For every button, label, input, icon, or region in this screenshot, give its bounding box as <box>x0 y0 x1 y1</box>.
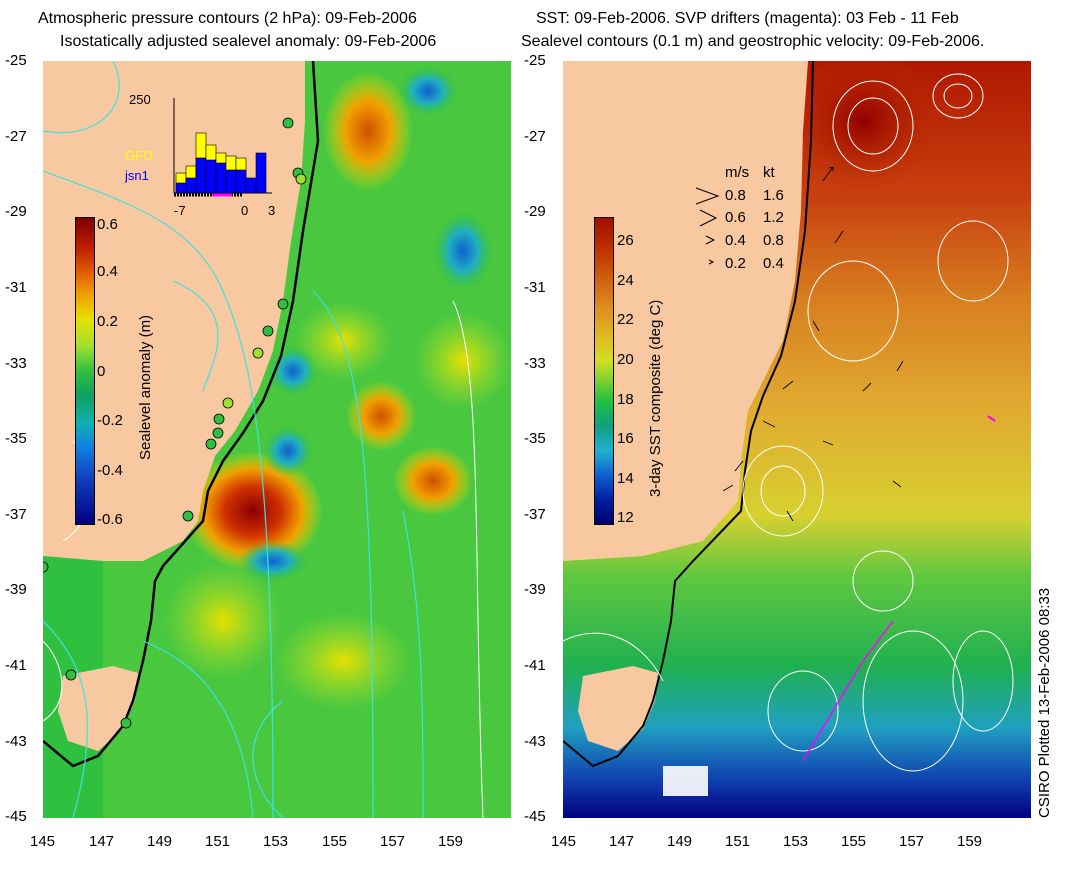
right-colorbar-label: 3-day SST composite (deg C) <box>647 299 664 497</box>
right-cb-tick: 20 <box>617 351 634 368</box>
lat-tick: -39 <box>524 581 546 598</box>
left-cb-tick: 0.2 <box>97 313 118 330</box>
lon-tick: 145 <box>30 833 56 850</box>
lat-tick: -29 <box>524 203 546 220</box>
left-cb-tick: 0.6 <box>97 216 118 233</box>
inset-xtick-3: 3 <box>268 203 276 218</box>
lon-tick: 145 <box>551 833 577 850</box>
right-cb-tick: 12 <box>617 509 634 526</box>
lat-tick: -41 <box>5 657 27 674</box>
lon-tick: 153 <box>263 833 289 850</box>
lon-tick: 155 <box>841 833 867 850</box>
lon-tick: 155 <box>322 833 348 850</box>
lon-tick: 157 <box>899 833 925 850</box>
lat-tick: -41 <box>524 657 546 674</box>
lat-tick: -45 <box>524 808 546 825</box>
lat-tick: -43 <box>5 733 27 750</box>
right-colorbar <box>594 217 614 525</box>
lon-tick: 159 <box>438 833 464 850</box>
lon-tick: 151 <box>205 833 231 850</box>
lon-tick: 159 <box>957 833 983 850</box>
lat-tick: -37 <box>524 506 546 523</box>
velocity-key-kt: 1.6 <box>763 187 784 204</box>
left-cb-tick: 0 <box>97 363 106 380</box>
right-title-line1: SST: 09-Feb-2006. SVP drifters (magenta)… <box>536 10 959 27</box>
inset-xtick-0: 0 <box>241 203 249 218</box>
lat-tick: -31 <box>5 279 27 296</box>
sst-map <box>563 61 1031 818</box>
velocity-key-arrows <box>695 187 720 265</box>
lat-tick: -29 <box>5 203 27 220</box>
left-colorbar-label: Sealevel anomaly (m) <box>137 314 154 460</box>
velocity-key: m/s kt 0.8 1.6 0.6 1.2 0.4 0.8 0.2 0.4 <box>690 160 800 275</box>
sealevel-anomaly-map <box>43 61 511 818</box>
left-colorbar <box>75 217 95 525</box>
lon-tick: 149 <box>147 833 173 850</box>
velocity-key-ms: 0.2 <box>725 255 746 272</box>
velocity-key-kt: 1.2 <box>763 209 784 226</box>
velocity-key-header-ms: m/s <box>725 164 750 181</box>
lon-tick: 147 <box>609 833 635 850</box>
inset-bars <box>173 98 272 197</box>
left-cb-tick: -0.4 <box>97 462 123 479</box>
right-cb-tick: 18 <box>617 391 634 408</box>
lat-tick: -37 <box>5 506 27 523</box>
inset-legend-gfo: GFO <box>125 148 154 163</box>
lat-tick: -45 <box>5 808 27 825</box>
left-cb-tick: -0.2 <box>97 412 123 429</box>
lat-tick: -35 <box>524 430 546 447</box>
right-cb-tick: 24 <box>617 272 634 289</box>
right-cb-tick: 22 <box>617 311 634 328</box>
right-cb-tick: 16 <box>617 430 634 447</box>
lon-tick: 149 <box>667 833 693 850</box>
plot-credit: CSIRO Plotted 13-Feb-2006 08:33 <box>1036 587 1053 818</box>
lat-tick: -33 <box>5 355 27 372</box>
right-cb-tick: 14 <box>617 470 634 487</box>
velocity-key-ms: 0.6 <box>725 209 746 226</box>
velocity-key-kt: 0.4 <box>763 255 784 272</box>
velocity-key-ms: 0.4 <box>725 232 746 249</box>
left-cb-tick: -0.6 <box>97 511 123 528</box>
lat-tick: -33 <box>524 355 546 372</box>
lat-tick: -39 <box>5 581 27 598</box>
lon-tick: 151 <box>725 833 751 850</box>
inset-xtick-minus7: -7 <box>174 203 186 218</box>
velocity-key-kt: 0.8 <box>763 232 784 249</box>
altimeter-histogram-inset: 250 GFO jsn1 -7 0 3 <box>120 90 280 220</box>
velocity-key-header-kt: kt <box>763 164 775 181</box>
lon-tick: 157 <box>380 833 406 850</box>
lat-tick: -25 <box>524 52 546 69</box>
left-title-line2: Isostatically adjusted sealevel anomaly:… <box>60 33 437 50</box>
lon-tick: 147 <box>89 833 115 850</box>
inset-legend-jsn1: jsn1 <box>125 168 149 183</box>
lat-tick: -31 <box>524 279 546 296</box>
lon-tick: 153 <box>783 833 809 850</box>
inset-ymax-label: 250 <box>129 92 151 107</box>
lat-tick: -27 <box>5 128 27 145</box>
lat-tick: -43 <box>524 733 546 750</box>
left-title-line1: Atmospheric pressure contours (2 hPa): 0… <box>38 10 417 27</box>
right-title-line2: Sealevel contours (0.1 m) and geostrophi… <box>521 33 985 50</box>
velocity-key-ms: 0.8 <box>725 187 746 204</box>
left-cb-tick: 0.4 <box>97 263 118 280</box>
lat-tick: -27 <box>524 128 546 145</box>
lat-tick: -35 <box>5 430 27 447</box>
right-cb-tick: 26 <box>617 232 634 249</box>
lat-tick: -25 <box>5 52 27 69</box>
